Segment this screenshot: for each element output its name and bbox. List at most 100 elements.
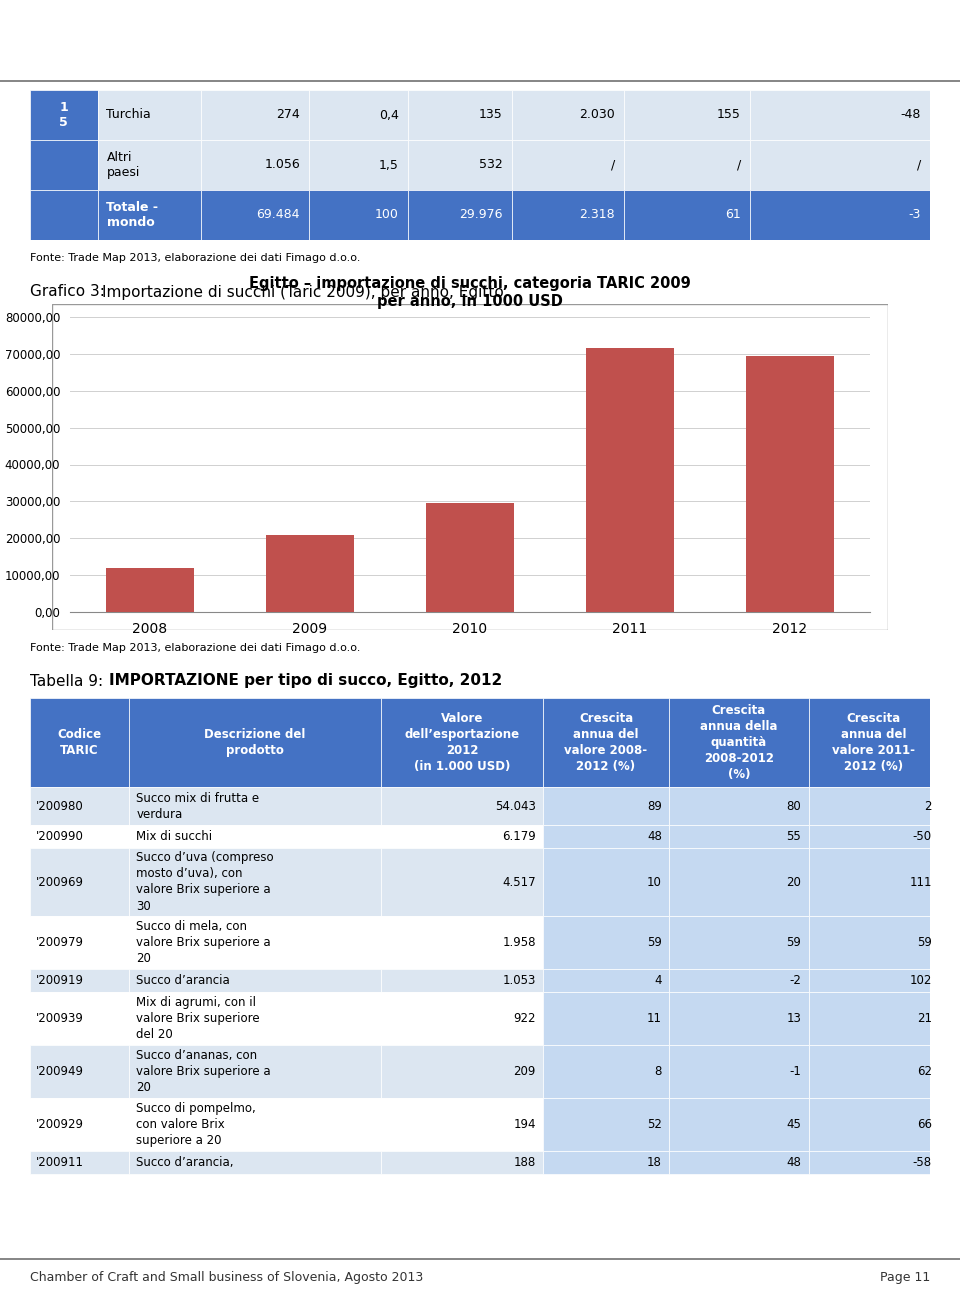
FancyBboxPatch shape: [129, 1098, 381, 1151]
FancyBboxPatch shape: [543, 916, 669, 968]
Text: 102: 102: [909, 974, 932, 987]
Text: 89: 89: [647, 800, 661, 813]
FancyBboxPatch shape: [129, 1046, 381, 1098]
Text: 48: 48: [786, 1155, 802, 1168]
Text: Fonte: Trade Map 2013, elaborazione dei dati Fimago d.o.o.: Fonte: Trade Map 2013, elaborazione dei …: [30, 643, 360, 654]
Text: /: /: [917, 158, 921, 171]
Bar: [266, 535, 354, 612]
FancyBboxPatch shape: [543, 848, 669, 916]
FancyBboxPatch shape: [30, 698, 129, 787]
FancyBboxPatch shape: [808, 825, 939, 848]
Text: -1: -1: [789, 1065, 802, 1078]
FancyBboxPatch shape: [543, 698, 669, 787]
Text: Crescita
annua della
quantità
2008-2012
(%): Crescita annua della quantità 2008-2012 …: [700, 704, 778, 782]
Text: '200911: '200911: [36, 1155, 84, 1168]
Text: 194: 194: [514, 1117, 536, 1131]
Text: 54.043: 54.043: [495, 800, 536, 813]
FancyBboxPatch shape: [669, 825, 808, 848]
Text: /: /: [611, 158, 615, 171]
Text: 59: 59: [647, 936, 661, 949]
Text: 8: 8: [655, 1065, 661, 1078]
Text: Valore
dell’esportazione
2012
(in 1.000 USD): Valore dell’esportazione 2012 (in 1.000 …: [404, 712, 519, 772]
Text: 55: 55: [786, 830, 802, 843]
Text: '200929: '200929: [36, 1117, 84, 1131]
FancyBboxPatch shape: [512, 140, 624, 190]
Text: 100: 100: [375, 209, 399, 221]
Text: 62: 62: [917, 1065, 932, 1078]
Text: '200980: '200980: [36, 800, 84, 813]
Text: Mix di agrumi, con il
valore Brix superiore
del 20: Mix di agrumi, con il valore Brix superi…: [136, 996, 260, 1040]
Text: '200969: '200969: [36, 876, 84, 889]
FancyBboxPatch shape: [381, 992, 543, 1046]
Text: '200949: '200949: [36, 1065, 84, 1078]
FancyBboxPatch shape: [381, 916, 543, 968]
FancyBboxPatch shape: [381, 1151, 543, 1174]
FancyBboxPatch shape: [808, 916, 939, 968]
FancyBboxPatch shape: [201, 90, 309, 140]
FancyBboxPatch shape: [129, 1151, 381, 1174]
Text: 209: 209: [514, 1065, 536, 1078]
Text: Chamber of Craft and Small business of Slovenia, Agosto 2013: Chamber of Craft and Small business of S…: [30, 1270, 423, 1283]
Text: 1
5: 1 5: [60, 101, 68, 129]
Text: Grafico 3:: Grafico 3:: [30, 285, 109, 299]
FancyBboxPatch shape: [808, 968, 939, 992]
Text: 1.958: 1.958: [502, 936, 536, 949]
FancyBboxPatch shape: [750, 140, 930, 190]
Text: 59: 59: [786, 936, 802, 949]
FancyBboxPatch shape: [30, 968, 129, 992]
Text: Succo d’uva (compreso
mosto d’uva), con
valore Brix superiore a
30: Succo d’uva (compreso mosto d’uva), con …: [136, 851, 274, 912]
Text: 45: 45: [786, 1117, 802, 1131]
Bar: [106, 567, 194, 612]
FancyBboxPatch shape: [129, 916, 381, 968]
FancyBboxPatch shape: [30, 1151, 129, 1174]
FancyBboxPatch shape: [30, 992, 129, 1046]
FancyBboxPatch shape: [669, 968, 808, 992]
Text: -48: -48: [900, 108, 921, 122]
Text: 59: 59: [917, 936, 932, 949]
FancyBboxPatch shape: [381, 825, 543, 848]
Text: 11: 11: [647, 1012, 661, 1025]
FancyBboxPatch shape: [30, 848, 129, 916]
Text: 155: 155: [717, 108, 741, 122]
Text: Fonte: Trade Map 2013, elaborazione dei dati Fimago d.o.o.: Fonte: Trade Map 2013, elaborazione dei …: [30, 254, 360, 263]
Text: 66: 66: [917, 1117, 932, 1131]
FancyBboxPatch shape: [669, 1046, 808, 1098]
FancyBboxPatch shape: [808, 992, 939, 1046]
Text: Crescita
annua del
valore 2008-
2012 (%): Crescita annua del valore 2008- 2012 (%): [564, 712, 648, 772]
FancyBboxPatch shape: [808, 698, 939, 787]
Text: 21: 21: [917, 1012, 932, 1025]
FancyBboxPatch shape: [669, 992, 808, 1046]
Text: 52: 52: [647, 1117, 661, 1131]
Text: 6.179: 6.179: [502, 830, 536, 843]
Text: 69.484: 69.484: [256, 209, 300, 221]
Text: Codice
TARIC: Codice TARIC: [58, 728, 102, 757]
Text: '200979: '200979: [36, 936, 84, 949]
Text: 1.053: 1.053: [502, 974, 536, 987]
Text: Mix di succhi: Mix di succhi: [136, 830, 212, 843]
Text: 13: 13: [786, 1012, 802, 1025]
Text: Succo di mela, con
valore Brix superiore a
20: Succo di mela, con valore Brix superiore…: [136, 920, 271, 965]
FancyBboxPatch shape: [543, 1046, 669, 1098]
Text: 29.976: 29.976: [459, 209, 502, 221]
Text: /: /: [736, 158, 741, 171]
FancyBboxPatch shape: [129, 992, 381, 1046]
FancyBboxPatch shape: [30, 190, 98, 240]
FancyBboxPatch shape: [624, 140, 750, 190]
FancyBboxPatch shape: [98, 190, 201, 240]
FancyBboxPatch shape: [543, 1098, 669, 1151]
FancyBboxPatch shape: [381, 968, 543, 992]
Text: 922: 922: [514, 1012, 536, 1025]
FancyBboxPatch shape: [750, 190, 930, 240]
FancyBboxPatch shape: [624, 190, 750, 240]
FancyBboxPatch shape: [808, 848, 939, 916]
Text: Tabella 9:: Tabella 9:: [30, 673, 108, 689]
FancyBboxPatch shape: [98, 90, 201, 140]
FancyBboxPatch shape: [381, 1046, 543, 1098]
FancyBboxPatch shape: [543, 787, 669, 825]
Text: 48: 48: [647, 830, 661, 843]
Text: 20: 20: [786, 876, 802, 889]
FancyBboxPatch shape: [808, 787, 939, 825]
FancyBboxPatch shape: [381, 698, 543, 787]
FancyBboxPatch shape: [309, 140, 408, 190]
FancyBboxPatch shape: [52, 305, 888, 630]
